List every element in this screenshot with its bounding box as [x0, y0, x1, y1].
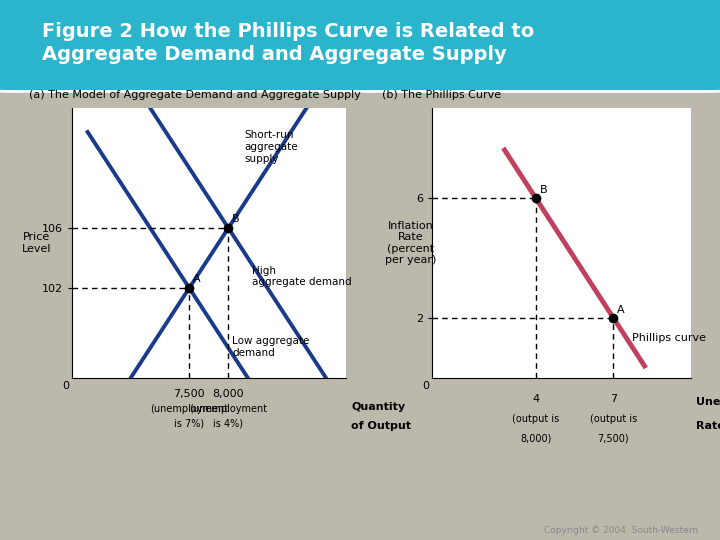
Text: Low aggregate
demand: Low aggregate demand — [233, 336, 310, 357]
Text: Copyright © 2004  South-Western: Copyright © 2004 South-Western — [544, 525, 698, 535]
Text: 0: 0 — [62, 381, 69, 391]
Text: A: A — [193, 273, 201, 284]
Text: 4: 4 — [532, 395, 539, 404]
Text: High
aggregate demand: High aggregate demand — [252, 266, 351, 287]
Text: 0: 0 — [423, 381, 429, 391]
Text: Quantity: Quantity — [351, 402, 405, 413]
Text: of Output: of Output — [351, 421, 411, 431]
Text: 7,500): 7,500) — [598, 434, 629, 443]
Text: is 4%): is 4%) — [213, 418, 243, 429]
Text: (output is: (output is — [590, 414, 637, 424]
Text: Figure 2 How the Phillips Curve is Related to
Aggregate Demand and Aggregate Sup: Figure 2 How the Phillips Curve is Relat… — [42, 22, 534, 64]
Text: Phillips curve: Phillips curve — [631, 333, 706, 343]
Text: (a) The Model of Aggregate Demand and Aggregate Supply: (a) The Model of Aggregate Demand and Ag… — [29, 90, 361, 100]
Text: 8,000: 8,000 — [212, 388, 244, 399]
Text: Unemployment: Unemployment — [696, 397, 720, 407]
Text: Short-run
aggregate
supply: Short-run aggregate supply — [244, 131, 297, 164]
Text: B: B — [539, 185, 547, 195]
Text: 7,500: 7,500 — [174, 388, 205, 399]
Y-axis label: Price
Level: Price Level — [22, 232, 51, 254]
Text: (unemployment: (unemployment — [150, 403, 228, 414]
Text: A: A — [617, 305, 625, 315]
FancyBboxPatch shape — [0, 0, 720, 91]
Text: 8,000): 8,000) — [520, 434, 552, 443]
Text: is 7%): is 7%) — [174, 418, 204, 429]
Y-axis label: Inflation
Rate
(percent
per year): Inflation Rate (percent per year) — [384, 221, 436, 265]
Text: B: B — [233, 213, 240, 224]
Text: Rate (percent): Rate (percent) — [696, 421, 720, 431]
Text: (b) The Phillips Curve: (b) The Phillips Curve — [382, 90, 500, 100]
Text: (output is: (output is — [512, 414, 559, 424]
Text: 7: 7 — [610, 395, 617, 404]
Text: (unemployment: (unemployment — [189, 403, 267, 414]
